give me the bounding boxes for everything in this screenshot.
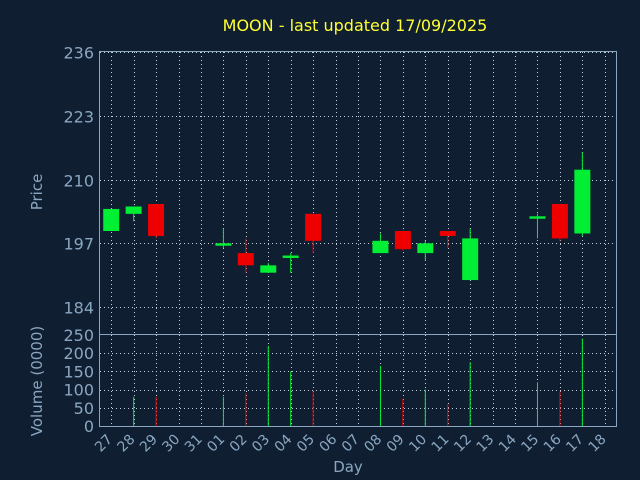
x-tick-label: 31 [182, 432, 206, 456]
candle-body [148, 204, 165, 236]
x-tick-label: 30 [159, 432, 183, 456]
candle-body [125, 206, 142, 214]
price-y-tick-label: 210 [63, 172, 94, 191]
candle-body [237, 253, 254, 266]
candle-body [394, 231, 411, 250]
candle-body [439, 231, 456, 236]
x-tick-label: 03 [249, 432, 273, 456]
price-gridlines [100, 52, 616, 334]
x-tick-label: 07 [339, 432, 363, 456]
volume-bars [133, 338, 583, 426]
candle-body [103, 208, 120, 232]
candle-body [574, 169, 591, 234]
candle-body [462, 238, 479, 281]
x-tick-label: 17 [563, 432, 587, 456]
chart-title: MOON - last updated 17/09/2025 [223, 16, 488, 35]
price-y-tick-label: 223 [63, 108, 94, 127]
x-tick-label: 09 [384, 432, 408, 456]
candle-body [305, 213, 322, 241]
x-tick-label: 11 [429, 432, 453, 456]
price-y-ticks: 236 223 210 197 184 [63, 44, 94, 318]
x-tick-label: 10 [406, 432, 430, 456]
candle-body [215, 243, 232, 246]
volume-gridlines [100, 335, 616, 426]
price-y-tick-label: 236 [63, 44, 94, 63]
candle-body [282, 255, 299, 258]
x-tick-label: 14 [496, 431, 520, 455]
price-axis-label: Price [28, 174, 46, 211]
x-tick-label: 06 [316, 431, 340, 455]
x-tick-label: 15 [518, 432, 542, 456]
candle-body [417, 243, 434, 254]
volume-y-tick-label: 250 [63, 326, 94, 345]
x-tick-label: 04 [272, 431, 296, 455]
x-tick-label: 05 [294, 432, 318, 456]
candles [103, 152, 591, 281]
x-tick-label: 28 [115, 432, 139, 456]
x-tick-label: 01 [204, 432, 228, 456]
volume-y-tick-label: 100 [63, 381, 94, 400]
candle-body [372, 240, 389, 254]
volume-y-tick-label: 50 [74, 399, 94, 418]
price-y-tick-label: 197 [63, 235, 94, 254]
x-tick-label: 13 [474, 432, 498, 456]
volume-y-tick-label: 200 [63, 344, 94, 363]
volume-axis-label: Volume (0000) [28, 326, 46, 436]
x-tick-label: 29 [137, 432, 161, 456]
volume-panel-frame [99, 334, 617, 427]
x-tick-label: 02 [227, 432, 251, 456]
x-tick-labels: 2728293031010203040506070809101112131415… [92, 431, 609, 455]
x-tick-label: 12 [451, 432, 475, 456]
volume-y-tick-label: 0 [84, 417, 94, 436]
price-y-tick-label: 184 [63, 299, 94, 318]
candle-body [260, 265, 277, 273]
candle-body [551, 204, 568, 239]
x-tick-label: 16 [541, 431, 565, 455]
x-tick-label: 08 [361, 432, 385, 456]
candle-body [529, 216, 546, 219]
x-axis-label: Day [333, 458, 363, 476]
volume-y-tick-label: 150 [63, 362, 94, 381]
x-tick-label: 27 [92, 432, 116, 456]
x-tick-label: 18 [586, 432, 610, 456]
